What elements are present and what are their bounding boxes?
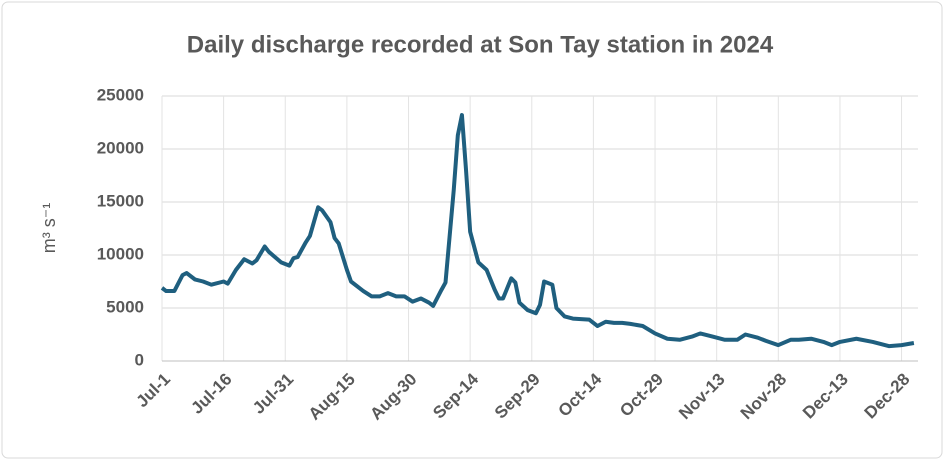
data-line bbox=[160, 113, 915, 349]
y-tick-label: 25000 bbox=[97, 85, 144, 104]
y-tick-label: 20000 bbox=[97, 138, 144, 157]
chart-title: Daily discharge recorded at Son Tay stat… bbox=[187, 31, 774, 58]
y-tick-label: 5000 bbox=[106, 297, 144, 316]
y-tick-label: 15000 bbox=[97, 191, 144, 210]
y-tick-label: 0 bbox=[135, 350, 144, 369]
y-axis-label: m³ s⁻¹ bbox=[39, 203, 59, 253]
y-tick-label: 10000 bbox=[97, 244, 144, 263]
